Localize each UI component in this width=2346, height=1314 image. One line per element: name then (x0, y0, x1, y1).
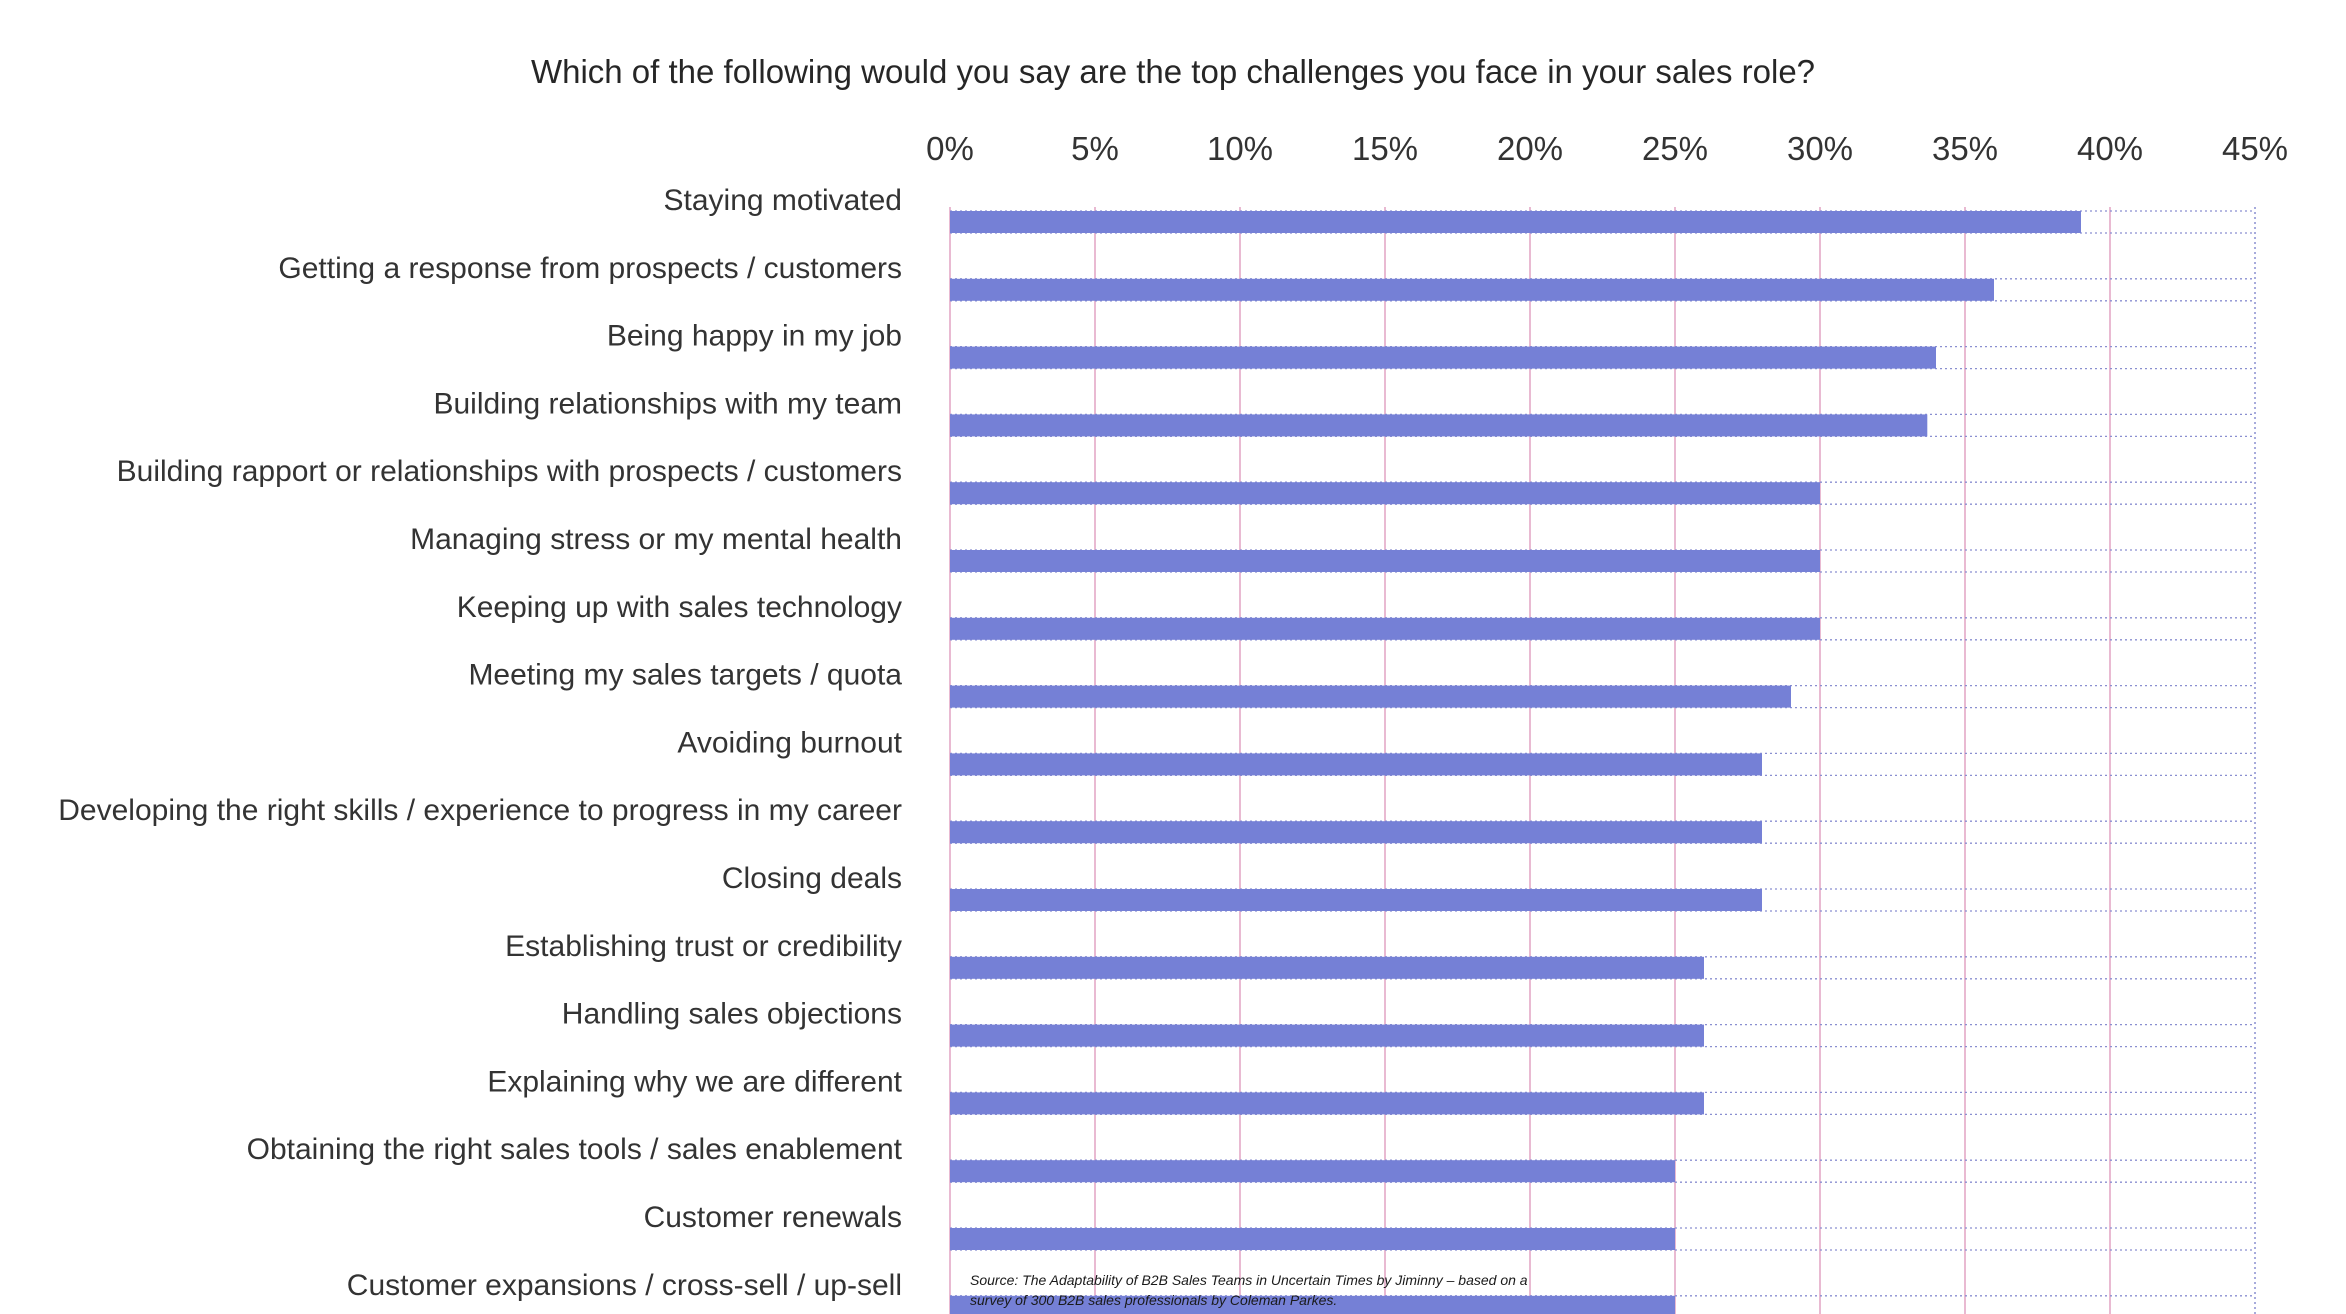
bar-4 (950, 414, 1928, 437)
source-line-1: Source: The Adaptability of B2B Sales Te… (970, 1272, 1528, 1288)
category-label-10: Developing the right skills / experience… (58, 794, 902, 827)
category-label-13: Handling sales objections (562, 998, 902, 1031)
category-label-3: Being happy in my job (607, 320, 902, 353)
source-note: Source: The Adaptability of B2B Sales Te… (970, 1272, 1528, 1308)
category-label-2: Getting a response from prospects / cust… (278, 252, 902, 285)
x-tick-label-5: 5% (1071, 130, 1119, 167)
chart-title: Which of the following would you say are… (531, 53, 1815, 90)
source-line-2: survey of 300 B2B sales professionals by… (970, 1292, 1337, 1308)
bar-1 (950, 211, 2081, 233)
category-label-4: Building relationships with my team (433, 387, 902, 420)
category-label-14: Explaining why we are different (487, 1065, 902, 1098)
bar-17 (950, 1295, 1675, 1314)
bar-13 (950, 1024, 1704, 1047)
category-label-15: Obtaining the right sales tools / sales … (247, 1133, 903, 1166)
category-label-16: Customer renewals (644, 1201, 902, 1234)
x-tick-label-0: 0% (926, 130, 974, 167)
x-tick-label-15: 15% (1352, 130, 1418, 167)
bar-9 (950, 753, 1762, 776)
bar-12 (950, 956, 1704, 979)
x-tick-label-25: 25% (1642, 130, 1708, 167)
x-tick-label-40: 40% (2077, 130, 2143, 167)
category-label-9: Avoiding burnout (677, 726, 902, 759)
bar-3 (950, 346, 1936, 369)
x-tick-label-35: 35% (1932, 130, 1998, 167)
category-labels: Staying motivated Getting a response from… (58, 184, 902, 1302)
bar-2 (950, 278, 1994, 301)
bar-16 (950, 1228, 1675, 1250)
category-label-12: Establishing trust or credibility (505, 930, 902, 963)
bars (950, 211, 2081, 1314)
bar-10 (950, 821, 1762, 844)
category-label-7: Keeping up with sales technology (457, 591, 902, 624)
bar-8 (950, 685, 1791, 708)
x-axis-ticks: 0% 5% 10% 15% 20% 25% 30% 35% 40% 45% (926, 130, 2288, 167)
bar-11 (950, 889, 1762, 911)
bar-7 (950, 617, 1820, 640)
bar-14 (950, 1092, 1704, 1115)
category-label-17: Customer expansions / cross-sell / up-se… (347, 1269, 902, 1302)
category-label-8: Meeting my sales targets / quota (468, 659, 902, 692)
category-label-5: Building rapport or relationships with p… (117, 455, 902, 488)
x-tick-label-45: 45% (2222, 130, 2288, 167)
bar-6 (950, 550, 1820, 572)
x-tick-label-10: 10% (1207, 130, 1273, 167)
category-label-6: Managing stress or my mental health (410, 523, 902, 556)
x-tick-label-20: 20% (1497, 130, 1563, 167)
x-tick-label-30: 30% (1787, 130, 1853, 167)
bar-15 (950, 1160, 1675, 1183)
bar-5 (950, 482, 1820, 505)
category-label-11: Closing deals (722, 862, 902, 895)
category-label-1: Staying motivated (664, 184, 902, 217)
